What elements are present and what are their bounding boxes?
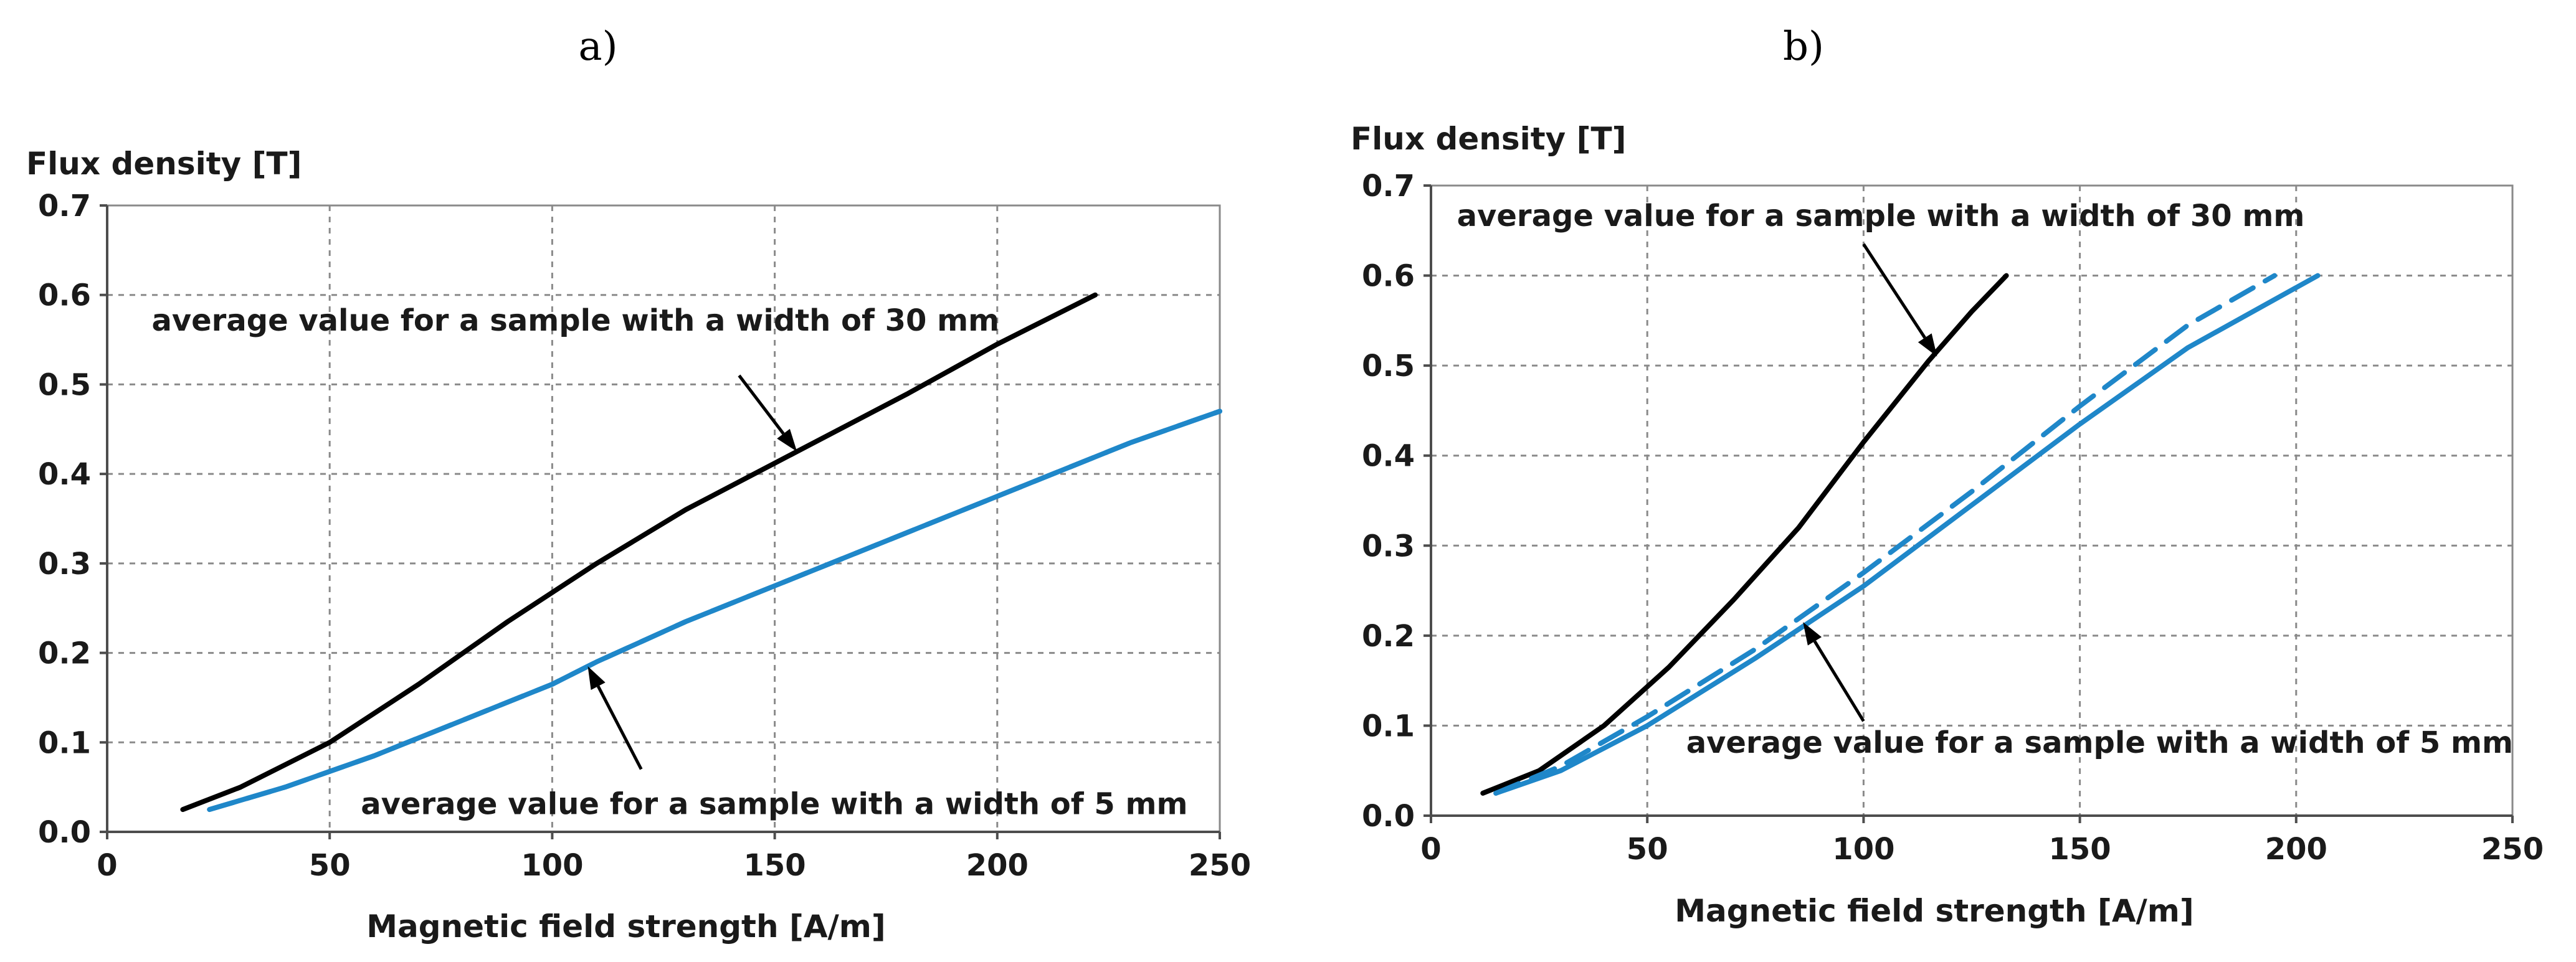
panel-b-x-tick-label-2: 100 <box>1832 832 1894 867</box>
panel-a-y-tick-label-0: 0.0 <box>38 815 91 850</box>
panel-b-y-tick-label-7: 0.7 <box>1362 169 1415 204</box>
chart-panel-a: a) Flux density [T] 0.00.10.20.30.40.50.… <box>26 24 1251 945</box>
panel-b-series-1 <box>1493 273 2321 796</box>
panel-b-y-tick-label-5: 0.5 <box>1362 349 1415 384</box>
panel-a-annotation-arrows <box>587 374 797 770</box>
panel-b-arrow-line-1 <box>1813 640 1865 722</box>
panel-b-y-tick-label-3: 0.3 <box>1362 529 1415 564</box>
panel-a-x-ticks: 0 50 100 150 200 250 <box>97 832 1251 883</box>
chart-panel-b: b) Flux density [T] 0.00.10.20.30.40.50.… <box>1351 24 2544 929</box>
panel-a-y-ticks: 0.0 0.1 0.2 0.3 0.4 0.5 0.6 0.7 <box>38 189 107 850</box>
panel-b-x-tick-label-5: 250 <box>2481 832 2544 867</box>
panel-b-arrow-head-1 <box>1803 622 1822 646</box>
panel-b-series-0 <box>1480 273 2009 796</box>
panel-a-arrow-line-1 <box>596 685 643 770</box>
panel-a-axes <box>106 205 1220 833</box>
panel-b-series-layer <box>1480 273 2321 796</box>
panel-a-arrow-head-1 <box>587 666 606 691</box>
panel-a-y-tick-label-7: 0.7 <box>38 189 91 224</box>
panel-a-y-axis-title: Flux density [T] <box>26 146 302 182</box>
panel-a-annotation-5mm: average value for a sample with a width … <box>361 786 1187 821</box>
panel-a-plot-frame <box>106 204 1221 833</box>
panel-b-label: b) <box>1783 24 1824 70</box>
panel-b-annotation-5mm: average value for a sample with a width … <box>1686 725 2513 760</box>
panel-b-series-2 <box>1493 273 2278 796</box>
panel-a-y-tick-label-5: 0.5 <box>38 367 91 402</box>
panel-b-annotation-arrows <box>1803 243 1937 722</box>
panel-b-y-tick-label-6: 0.6 <box>1362 259 1415 294</box>
panel-a-x-tick-label-5: 250 <box>1189 848 1251 883</box>
panel-b-y-tick-label-1: 0.1 <box>1362 709 1415 743</box>
panel-a-series-layer <box>180 292 1222 813</box>
panel-b-y-tick-label-2: 0.2 <box>1362 619 1415 654</box>
panel-b-annotation-30mm: average value for a sample with a width … <box>1457 199 2305 233</box>
panel-b-y-tick-label-4: 0.4 <box>1362 439 1415 474</box>
panel-a-x-tick-label-2: 100 <box>521 848 583 883</box>
panel-b-x-ticks: 0 50 100 150 200 250 <box>1420 816 2544 867</box>
panel-b-x-tick-label-0: 0 <box>1420 832 1441 867</box>
panel-b-axes <box>1430 186 2512 817</box>
panel-a-arrow-head-0 <box>777 428 797 452</box>
panel-a-grid <box>107 204 1221 832</box>
panel-b-x-tick-label-4: 200 <box>2265 832 2327 867</box>
panel-a-arrow-line-0 <box>738 374 785 435</box>
panel-b-x-tick-label-3: 150 <box>2048 832 2111 867</box>
panel-b-arrow-head-0 <box>1918 333 1937 357</box>
panel-a-y-tick-label-3: 0.3 <box>38 547 91 582</box>
panel-a-y-tick-label-1: 0.1 <box>38 725 91 760</box>
panel-a-y-tick-label-4: 0.4 <box>38 457 91 492</box>
panel-a-series-0 <box>180 292 1098 813</box>
panel-b-y-tick-label-0: 0.0 <box>1362 799 1415 834</box>
panel-a-series-2 <box>207 408 1222 813</box>
panel-b-y-axis-title: Flux density [T] <box>1351 121 1626 157</box>
panel-b-y-ticks: 0.0 0.1 0.2 0.3 0.4 0.5 0.6 0.7 <box>1362 169 1431 834</box>
panel-a-annotation-30mm: average value for a sample with a width … <box>151 303 999 338</box>
panel-b-grid <box>1431 184 2514 816</box>
panel-a-x-tick-label-3: 150 <box>743 848 806 883</box>
panel-a-x-tick-label-1: 50 <box>309 848 351 883</box>
panel-a-label: a) <box>578 24 617 70</box>
panel-b-arrow-line-0 <box>1862 243 1926 339</box>
panel-a-x-tick-label-4: 200 <box>966 848 1029 883</box>
panel-a-x-tick-label-0: 0 <box>97 848 117 883</box>
panel-a-y-tick-label-6: 0.6 <box>38 278 91 313</box>
panel-b-plot-frame <box>1430 184 2514 817</box>
panel-a-y-tick-label-2: 0.2 <box>38 636 91 671</box>
panel-b-x-tick-label-1: 50 <box>1627 832 1668 867</box>
panel-a-x-axis-title: Magnetic field strength [A/m] <box>366 908 885 945</box>
panel-b-x-axis-title: Magnetic field strength [A/m] <box>1675 893 2193 929</box>
